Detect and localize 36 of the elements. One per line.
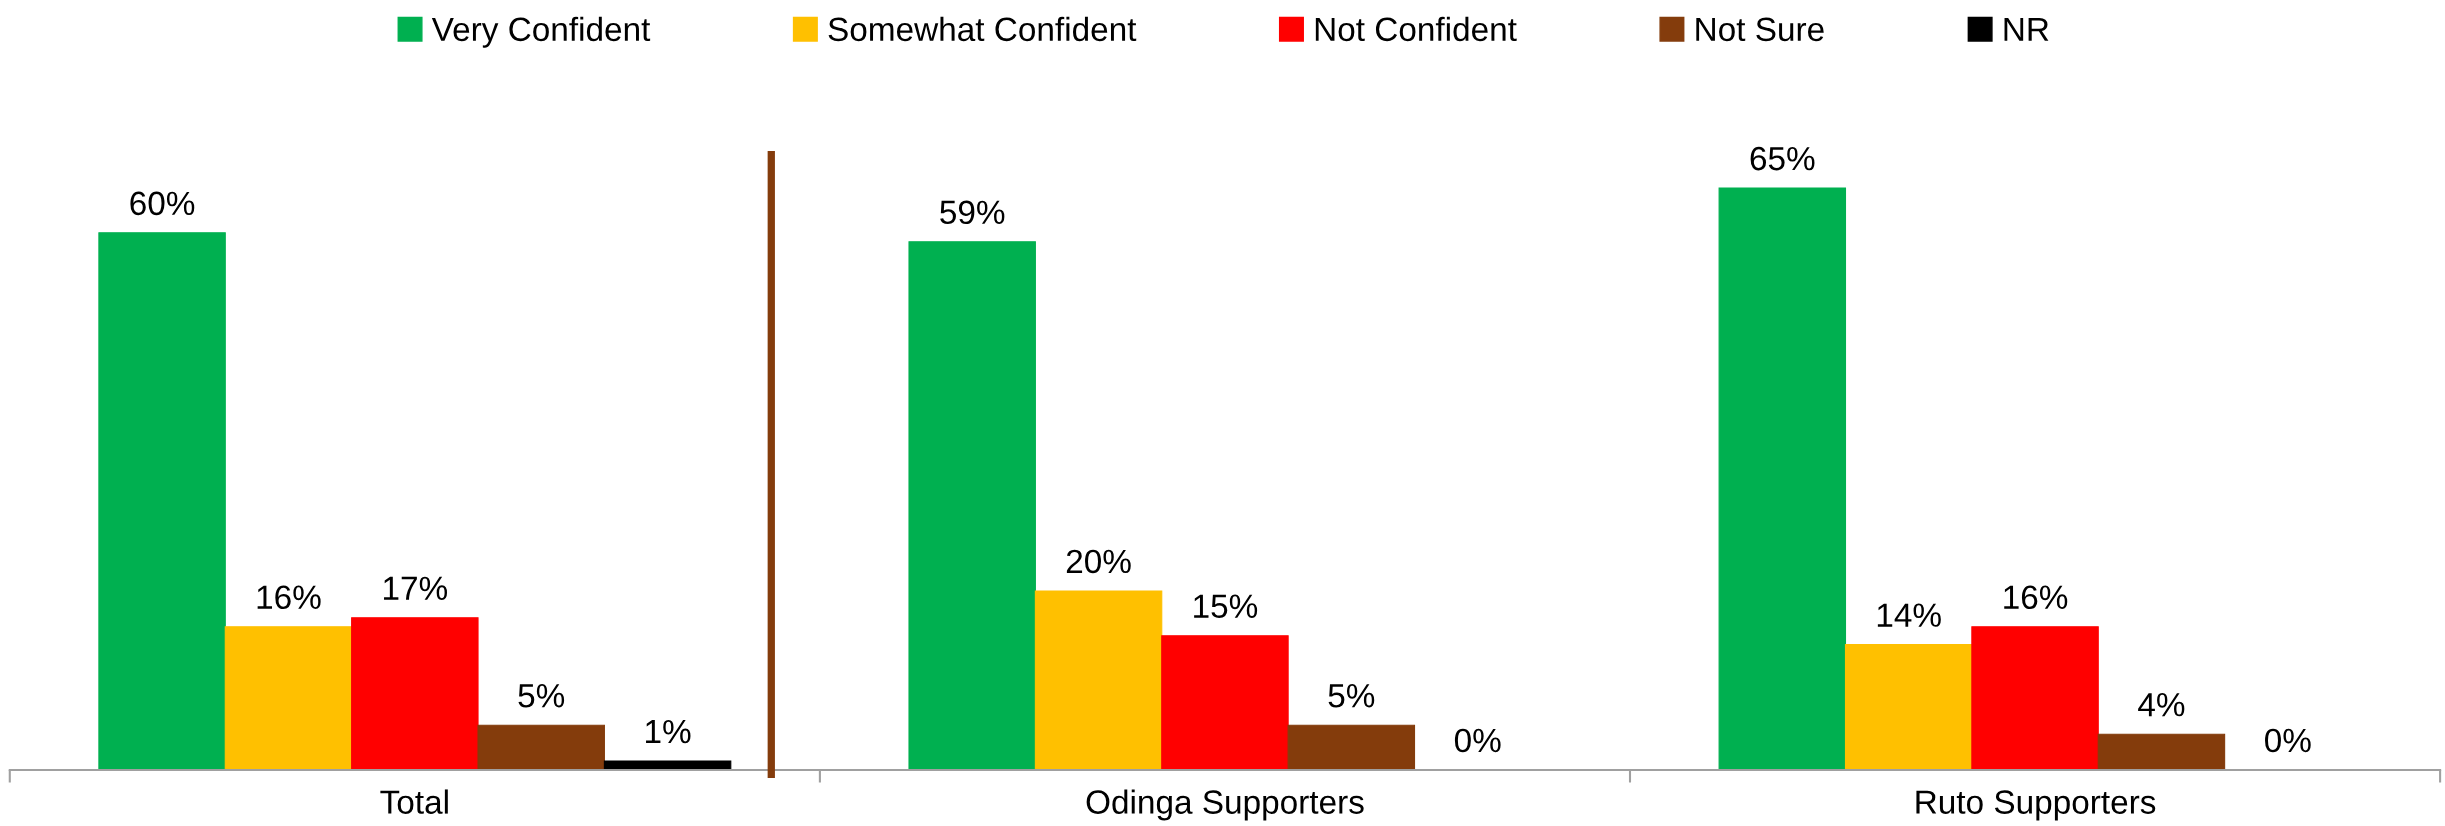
bar	[603, 760, 732, 770]
legend-label: Not Sure	[1696, 17, 1824, 42]
data-label: 0%	[2265, 728, 2311, 753]
bar	[908, 241, 1036, 770]
bar	[1034, 590, 1163, 770]
bar	[1718, 187, 1847, 770]
data-label: 5%	[1328, 684, 1375, 708]
bar	[351, 617, 479, 770]
data-label: 16%	[2004, 585, 2068, 610]
x-tick-label: Odinga Supporters	[1086, 789, 1364, 821]
data-label: 14%	[1877, 603, 1941, 627]
bar	[1844, 644, 1973, 770]
bar	[1971, 626, 2099, 770]
bar	[477, 724, 605, 770]
data-label: 16%	[257, 585, 321, 610]
legend-label: Not Confident	[1315, 16, 1517, 42]
bar	[224, 626, 353, 770]
legend-label: Somewhat Confident	[828, 16, 1137, 42]
data-label: 5%	[518, 684, 565, 708]
bar	[1287, 724, 1416, 770]
legend-label: NR	[2004, 17, 2049, 41]
data-label: 17%	[384, 576, 448, 600]
x-tick-label: Total	[380, 789, 448, 814]
data-label: 65%	[1750, 146, 1815, 171]
data-label: 60%	[130, 191, 195, 216]
bar	[2097, 733, 2226, 770]
data-label: 15%	[1194, 594, 1258, 619]
legend-label: Very Confident	[431, 16, 651, 48]
data-label: 1%	[646, 719, 691, 744]
data-label: 0%	[1454, 728, 1501, 753]
data-label: 59%	[940, 200, 1005, 225]
data-label: 20%	[1066, 549, 1131, 574]
x-tick-label: Ruto Supporters	[1916, 790, 2156, 821]
bar	[1161, 635, 1289, 770]
bar	[98, 232, 226, 770]
data-label: 4%	[2138, 693, 2185, 717]
